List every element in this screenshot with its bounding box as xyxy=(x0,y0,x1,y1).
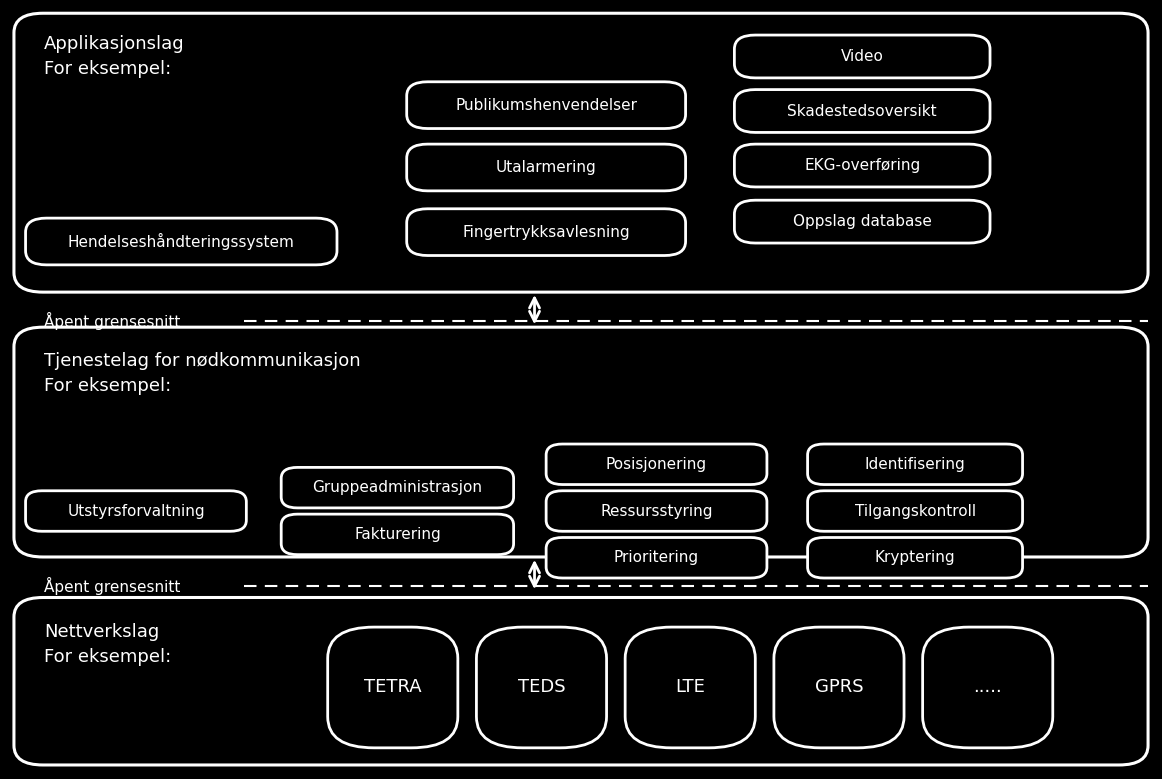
Text: Oppslag database: Oppslag database xyxy=(792,214,932,229)
Text: TETRA: TETRA xyxy=(364,679,422,696)
Text: Identifisering: Identifisering xyxy=(865,456,966,472)
FancyBboxPatch shape xyxy=(734,35,990,78)
Text: Utalarmering: Utalarmering xyxy=(496,160,596,175)
FancyBboxPatch shape xyxy=(923,627,1053,748)
FancyBboxPatch shape xyxy=(774,627,904,748)
FancyBboxPatch shape xyxy=(328,627,458,748)
Text: GPRS: GPRS xyxy=(815,679,863,696)
Text: Posisjonering: Posisjonering xyxy=(605,456,708,472)
Text: Fakturering: Fakturering xyxy=(354,527,440,542)
Text: Kryptering: Kryptering xyxy=(875,550,955,566)
FancyBboxPatch shape xyxy=(625,627,755,748)
Text: TEDS: TEDS xyxy=(518,679,565,696)
FancyBboxPatch shape xyxy=(808,538,1023,578)
Text: Gruppeadministrasjon: Gruppeadministrasjon xyxy=(313,480,482,495)
FancyBboxPatch shape xyxy=(476,627,607,748)
Text: Applikasjonslag
For eksempel:: Applikasjonslag For eksempel: xyxy=(44,35,185,78)
FancyBboxPatch shape xyxy=(281,467,514,508)
FancyBboxPatch shape xyxy=(546,538,767,578)
Text: Utstyrsforvaltning: Utstyrsforvaltning xyxy=(67,503,205,519)
Text: Fingertrykksavlesning: Fingertrykksavlesning xyxy=(462,224,630,240)
Text: Tilgangskontroll: Tilgangskontroll xyxy=(854,503,976,519)
FancyBboxPatch shape xyxy=(14,327,1148,557)
FancyBboxPatch shape xyxy=(734,90,990,132)
FancyBboxPatch shape xyxy=(546,444,767,485)
Text: LTE: LTE xyxy=(675,679,705,696)
Text: Prioritering: Prioritering xyxy=(614,550,700,566)
FancyBboxPatch shape xyxy=(546,491,767,531)
FancyBboxPatch shape xyxy=(26,491,246,531)
Text: EKG-overføring: EKG-overføring xyxy=(804,158,920,173)
FancyBboxPatch shape xyxy=(407,144,686,191)
FancyBboxPatch shape xyxy=(14,597,1148,765)
FancyBboxPatch shape xyxy=(808,491,1023,531)
FancyBboxPatch shape xyxy=(734,144,990,187)
Text: Åpent grensesnitt: Åpent grensesnitt xyxy=(44,312,180,330)
FancyBboxPatch shape xyxy=(407,209,686,256)
Text: Nettverkslag
For eksempel:: Nettverkslag For eksempel: xyxy=(44,623,172,666)
FancyBboxPatch shape xyxy=(14,13,1148,292)
Text: Åpent grensesnitt: Åpent grensesnitt xyxy=(44,576,180,595)
Text: Video: Video xyxy=(841,49,883,64)
FancyBboxPatch shape xyxy=(26,218,337,265)
FancyBboxPatch shape xyxy=(734,200,990,243)
FancyBboxPatch shape xyxy=(407,82,686,129)
FancyBboxPatch shape xyxy=(808,444,1023,485)
Text: Publikumshenvendelser: Publikumshenvendelser xyxy=(456,97,637,113)
Text: Skadestedsoversikt: Skadestedsoversikt xyxy=(788,104,937,118)
Text: .....: ..... xyxy=(974,679,1002,696)
Text: Tjenestelag for nødkommunikasjon
For eksempel:: Tjenestelag for nødkommunikasjon For eks… xyxy=(44,352,360,395)
Text: Ressursstyring: Ressursstyring xyxy=(601,503,712,519)
Text: Hendelseshåndteringssystem: Hendelseshåndteringssystem xyxy=(67,233,295,250)
FancyBboxPatch shape xyxy=(281,514,514,555)
